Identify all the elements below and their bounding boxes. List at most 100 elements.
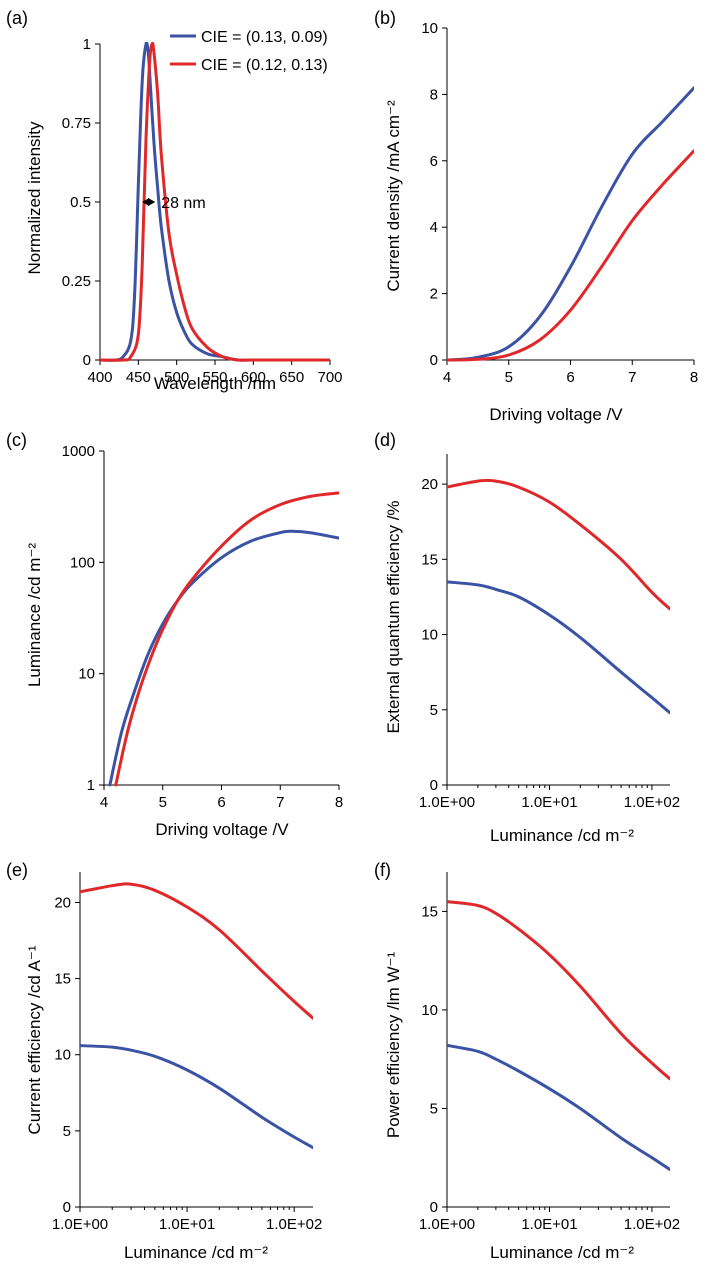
panel-b-x-axis-label: Driving voltage /V: [489, 405, 623, 424]
panel-b: (b) Driving voltage /V Current density /…: [374, 8, 698, 424]
y-tick-label: 10: [54, 1047, 71, 1064]
y-tick-label: 15: [421, 551, 438, 568]
y-tick-label: 15: [54, 971, 71, 988]
x-tick-label: 550: [202, 369, 227, 386]
x-tick-label: 1.0E+00: [419, 794, 475, 811]
panel-f-label: (f): [374, 860, 391, 880]
series-line-red: [447, 900, 670, 1081]
panel-f-y-axis-label: Power efficiency /lm W⁻¹: [384, 952, 403, 1139]
panel-a-x-ticks: 400 450 500 550 600 650 700: [87, 360, 343, 386]
y-tick-label: 20: [54, 894, 71, 911]
y-tick-label: 20: [421, 476, 438, 493]
x-tick-label: 8: [690, 369, 698, 386]
y-tick-label: 1000: [62, 443, 95, 460]
panel-c-y-axis-label: Luminance /cd m⁻²: [25, 543, 44, 687]
series-line-red: [447, 478, 670, 611]
panel-a-y-axis-label: Normalized intensity: [25, 121, 44, 275]
y-tick-label: 15: [421, 903, 438, 920]
y-tick-label: 2: [430, 286, 438, 303]
x-tick-label: 1.0E+01: [521, 794, 577, 811]
panel-f-x-ticks: 1.0E+00 1.0E+01 1.0E+02: [419, 1207, 680, 1233]
x-tick-label: 8: [335, 794, 343, 811]
y-tick-label: 0: [63, 1199, 71, 1216]
y-tick-label: 0.75: [62, 115, 91, 132]
panel-f-series: [447, 900, 670, 1172]
x-tick-label: 5: [505, 369, 513, 386]
y-tick-label: 0: [430, 777, 438, 794]
panel-f-y-ticks: 0 5 10 15: [421, 903, 447, 1216]
panel-c-x-ticks: 4 5 6 7 8: [100, 785, 343, 811]
panel-b-y-ticks: 0 2 4 6 8 10: [421, 20, 447, 369]
x-tick-label: 6: [217, 794, 225, 811]
panel-d-y-ticks: 0 5 10 15 20: [421, 476, 447, 794]
x-tick-label: 1.0E+00: [419, 1216, 475, 1233]
series-line-red: [114, 491, 339, 787]
x-tick-label: 7: [276, 794, 284, 811]
x-tick-label: 600: [241, 369, 266, 386]
y-tick-label: 5: [63, 1123, 71, 1140]
y-tick-label: 10: [421, 627, 438, 644]
y-tick-label: 5: [430, 1100, 438, 1117]
series-line-red: [447, 149, 694, 362]
legend-entry-blue: CIE = (0.13, 0.09): [201, 29, 328, 46]
y-tick-label: 0.25: [62, 273, 91, 290]
fwhm-arrowhead-left: [142, 198, 150, 206]
panel-f: (f) Luminance /cd m⁻² Power efficiency /…: [374, 860, 680, 1262]
x-tick-label: 4: [100, 794, 108, 811]
fwhm-annotation: 28 nm: [161, 195, 205, 212]
panel-e: (e) Luminance /cd m⁻² Current efficiency…: [6, 860, 322, 1262]
y-tick-label: 0.5: [70, 194, 91, 211]
panel-a: (a) Wavelength /nm Normalized intensity …: [6, 8, 343, 393]
panel-d: (d) Luminance /cd m⁻² External quantum e…: [374, 430, 680, 845]
x-tick-label: 1.0E+01: [521, 1216, 577, 1233]
x-tick-label: 400: [87, 369, 112, 386]
panel-d-series: [447, 478, 670, 715]
panel-e-x-axis-label: Luminance /cd m⁻²: [124, 1243, 268, 1262]
x-tick-label: 7: [628, 369, 636, 386]
x-tick-label: 1.0E+02: [624, 794, 680, 811]
series-line-blue: [447, 1043, 670, 1172]
panel-c-series: [108, 491, 339, 787]
y-tick-label: 0: [83, 352, 91, 369]
series-line-red: [80, 882, 313, 1020]
panel-f-axes: [446, 872, 670, 1208]
x-tick-label: 4: [443, 369, 451, 386]
y-tick-label: 5: [430, 702, 438, 719]
legend-entry-red: CIE = (0.12, 0.13): [201, 57, 328, 74]
x-tick-label: 450: [126, 369, 151, 386]
y-tick-label: 8: [430, 86, 438, 103]
panel-b-label: (b): [374, 8, 396, 28]
y-tick-label: 0: [430, 352, 438, 369]
panel-e-y-axis-label: Current efficiency /cd A⁻¹: [25, 945, 44, 1134]
x-tick-label: 6: [566, 369, 574, 386]
panel-e-label: (e): [6, 860, 28, 880]
panel-b-y-axis-label: Current density /mA cm⁻²: [384, 100, 403, 292]
panel-c-y-ticks: 1 10 100 1000: [62, 443, 104, 794]
x-tick-label: 1.0E+02: [624, 1216, 680, 1233]
x-tick-label: 500: [164, 369, 189, 386]
series-line-blue: [80, 1044, 313, 1150]
y-tick-label: 10: [421, 20, 438, 37]
panel-d-x-ticks: 1.0E+00 1.0E+01 1.0E+02: [419, 785, 680, 811]
y-tick-label: 100: [70, 554, 95, 571]
series-line-blue: [447, 86, 694, 362]
series-line-red: [100, 42, 330, 362]
series-line-blue: [100, 42, 330, 362]
series-line-blue: [108, 529, 339, 787]
panel-b-series: [447, 86, 694, 362]
panel-e-x-ticks: 1.0E+00 1.0E+01 1.0E+02: [52, 1207, 322, 1233]
y-tick-label: 1: [83, 36, 91, 53]
y-tick-label: 4: [430, 219, 438, 236]
panel-b-x-ticks: 4 5 6 7 8: [443, 360, 698, 386]
panel-a-y-ticks: 0 0.25 0.5 0.75 1: [62, 36, 100, 369]
x-tick-label: 1.0E+00: [52, 1216, 108, 1233]
panel-e-series: [80, 882, 313, 1150]
panel-d-x-axis-label: Luminance /cd m⁻²: [490, 826, 634, 845]
panel-e-axes: [79, 872, 313, 1208]
x-tick-label: 1.0E+01: [159, 1216, 215, 1233]
x-tick-label: 1.0E+02: [266, 1216, 322, 1233]
x-tick-label: 700: [317, 369, 342, 386]
series-line-blue: [447, 580, 670, 715]
x-tick-label: 650: [279, 369, 304, 386]
